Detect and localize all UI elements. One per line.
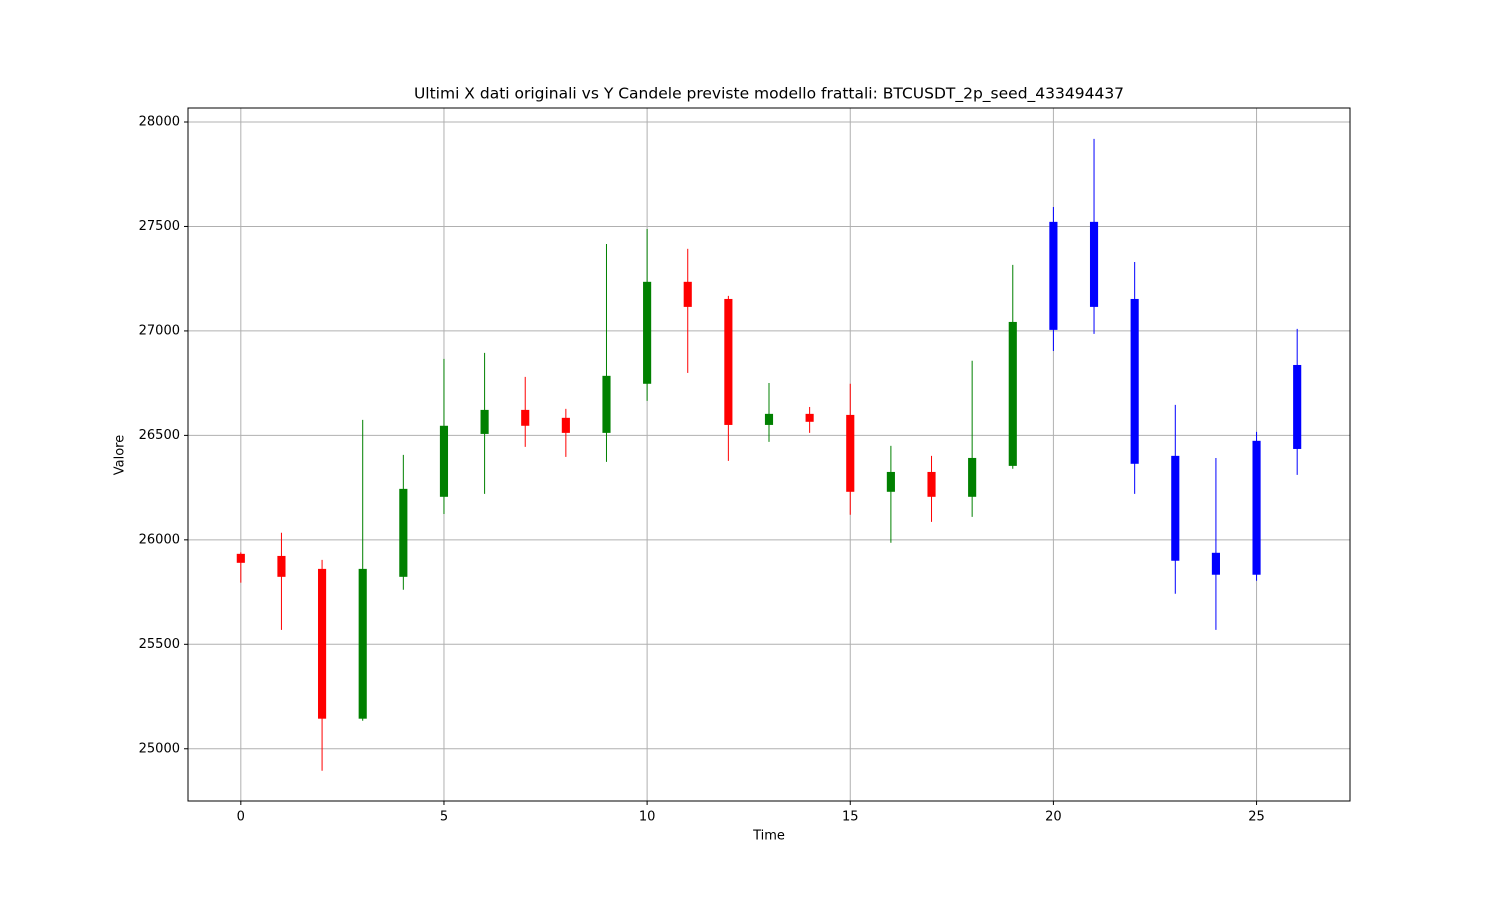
candle-body (805, 413, 814, 422)
candle-body (927, 471, 936, 497)
candle-body (683, 281, 692, 307)
candle-body (724, 298, 733, 425)
y-tick-label: 25500 (139, 637, 180, 652)
y-tick-label: 27500 (139, 219, 180, 234)
candle-body (561, 417, 570, 433)
x-tick-label: 10 (639, 810, 656, 825)
candle-body (602, 375, 611, 433)
chart-title: Ultimi X dati originali vs Y Candele pre… (414, 85, 1124, 104)
candle-body (1252, 440, 1261, 575)
y-tick-label: 28000 (139, 114, 180, 129)
x-tick-label: 15 (842, 810, 859, 825)
candle-body (886, 471, 895, 492)
candle-body (1211, 552, 1220, 575)
candle-body (1008, 321, 1017, 466)
candle-body (643, 281, 652, 384)
candle-body (846, 414, 855, 492)
candle-body (1130, 298, 1139, 464)
candle-body (439, 425, 449, 497)
x-tick-label: 5 (440, 810, 448, 825)
candle-body (1171, 455, 1180, 561)
x-tick-label: 0 (237, 810, 245, 825)
y-tick-label: 25000 (139, 741, 180, 756)
candle-body (968, 457, 977, 497)
candle-body (480, 409, 489, 434)
y-tick-label: 26000 (139, 532, 180, 547)
y-tick-label: 26500 (139, 428, 180, 443)
candle-body (236, 553, 245, 563)
y-tick-label: 27000 (139, 323, 180, 338)
candle-body (1049, 221, 1058, 330)
plot-frame (187, 107, 1351, 802)
y-axis-label: Valore (113, 435, 128, 475)
candle-body (764, 413, 774, 425)
candle-body (521, 409, 530, 426)
candle-body (399, 488, 408, 577)
x-tick-label: 25 (1248, 810, 1265, 825)
candle-body (318, 568, 327, 719)
candle-body (277, 555, 286, 577)
x-tick-label: 20 (1045, 810, 1062, 825)
x-axis-label: Time (752, 829, 785, 844)
candle-body (1089, 221, 1099, 307)
candle-body (358, 568, 367, 719)
candle-body (1293, 364, 1302, 449)
